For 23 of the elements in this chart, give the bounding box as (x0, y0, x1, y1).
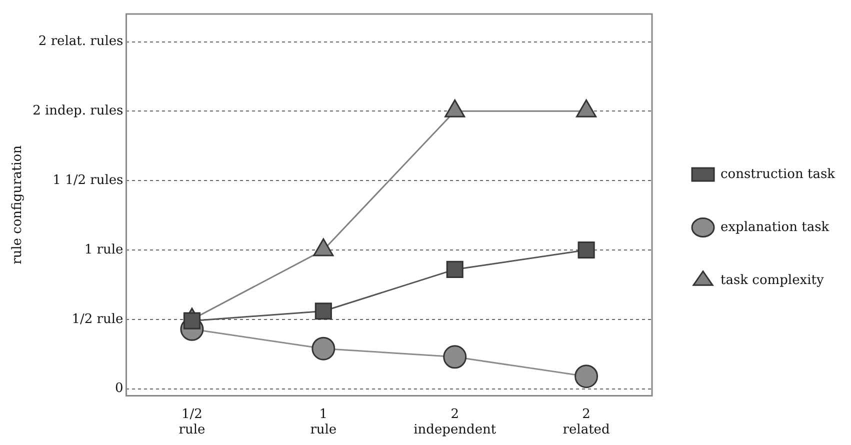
y-tick-label: 1 rule (84, 242, 124, 258)
point (314, 302, 332, 320)
point (574, 364, 598, 388)
point (444, 99, 466, 118)
x-tick-label: 1 rule (310, 406, 337, 438)
y-tick-label: 1 1/2 rules (52, 172, 124, 188)
point (312, 336, 336, 360)
legend-label: construction task (720, 166, 836, 182)
point (446, 260, 464, 278)
point (578, 241, 595, 259)
x-tick-label: 2 related (562, 406, 610, 438)
legend-label: task complexity (720, 272, 824, 288)
y-axis-title: rule configuration (10, 144, 26, 264)
y-tick-label: 2 relat. rules (38, 34, 124, 50)
x-tick-label: 2 independent (414, 406, 497, 438)
legend-label: explanation task (720, 220, 830, 235)
y-tick-label: 2 indep. rules (32, 104, 124, 119)
point (183, 312, 200, 330)
y-tick-label: 0 (114, 381, 124, 396)
x-tick-label: 1/2 rule (178, 406, 206, 438)
point (443, 345, 467, 369)
y-tick-label: 1/2 rule (72, 312, 124, 327)
point (576, 99, 597, 118)
